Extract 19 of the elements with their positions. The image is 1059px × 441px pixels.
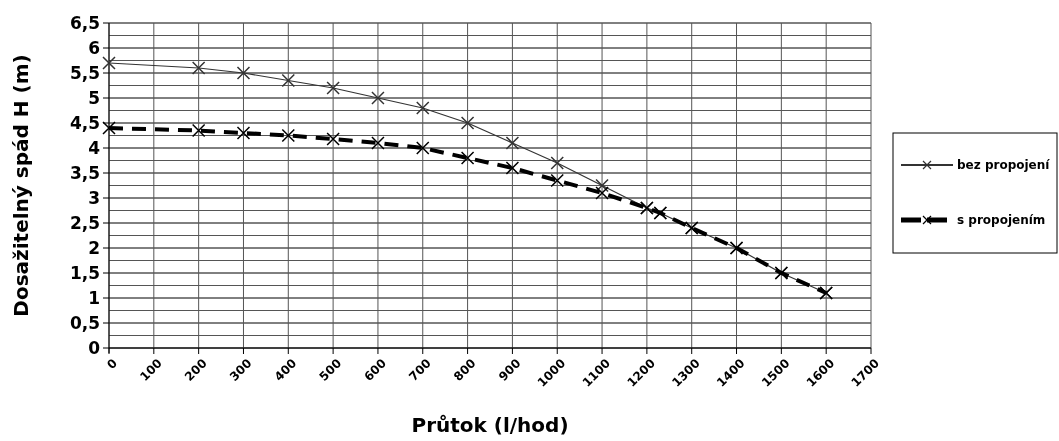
y-tick-label: 4,5 (69, 112, 100, 133)
y-tick-label: 5 (88, 87, 100, 108)
y-tick-label: 0,5 (69, 312, 100, 333)
y-tick-label: 6,5 (69, 12, 100, 33)
y-tick-label: 3 (88, 187, 100, 208)
y-tick-label: 5,5 (69, 62, 100, 83)
y-tick-label: 0 (88, 337, 101, 358)
y-axis-title: Dosažitelný spád H (m) (9, 54, 33, 317)
legend-label: bez propojení (957, 158, 1051, 173)
y-tick-label: 2 (88, 237, 100, 258)
y-tick-label: 3,5 (69, 162, 100, 183)
y-tick-label: 1,5 (69, 262, 100, 283)
y-tick-label: 4 (88, 137, 101, 158)
y-tick-label: 1 (88, 287, 100, 308)
x-tick-label: 0 (104, 356, 121, 372)
x-axis-title: Průtok (l/hod) (411, 413, 569, 437)
legend-label: s propojením (957, 213, 1046, 228)
y-tick-label: 6 (88, 37, 100, 58)
y-tick-label: 2,5 (69, 212, 100, 233)
